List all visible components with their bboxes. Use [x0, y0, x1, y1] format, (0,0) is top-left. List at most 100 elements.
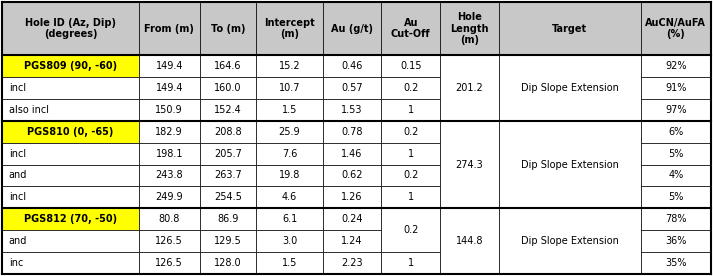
Bar: [2, 208, 139, 230]
Bar: [139, 143, 200, 164]
Bar: [200, 230, 256, 252]
Bar: [499, 2, 640, 55]
Text: 10.7: 10.7: [279, 83, 300, 93]
Text: 6%: 6%: [668, 127, 684, 137]
Text: 1.26: 1.26: [342, 192, 363, 202]
Text: 6.1: 6.1: [282, 214, 297, 224]
Text: incl: incl: [9, 83, 26, 93]
Bar: [440, 208, 499, 274]
Bar: [323, 121, 381, 143]
Text: 4%: 4%: [668, 171, 684, 181]
Text: 160.0: 160.0: [214, 83, 242, 93]
Bar: [323, 55, 381, 77]
Bar: [200, 252, 256, 274]
Text: 164.6: 164.6: [214, 61, 242, 71]
Bar: [381, 55, 440, 77]
Bar: [323, 164, 381, 186]
Bar: [640, 2, 711, 55]
Text: Dip Slope Extension: Dip Slope Extension: [520, 236, 619, 246]
Bar: [256, 55, 323, 77]
Text: 1: 1: [408, 192, 414, 202]
Bar: [2, 121, 139, 143]
Text: 86.9: 86.9: [217, 214, 239, 224]
Text: 0.15: 0.15: [400, 61, 421, 71]
Text: 0.24: 0.24: [342, 214, 363, 224]
Text: 15.2: 15.2: [279, 61, 300, 71]
Text: 243.8: 243.8: [155, 171, 183, 181]
Text: 1: 1: [408, 105, 414, 115]
Text: 2.23: 2.23: [342, 258, 363, 268]
Bar: [200, 208, 256, 230]
Bar: [440, 2, 499, 55]
Bar: [381, 186, 440, 208]
Bar: [640, 208, 711, 230]
Text: 0.46: 0.46: [342, 61, 363, 71]
Text: incl: incl: [9, 148, 26, 159]
Text: 152.4: 152.4: [214, 105, 242, 115]
Bar: [323, 186, 381, 208]
Text: 92%: 92%: [665, 61, 687, 71]
Text: 1.46: 1.46: [342, 148, 363, 159]
Bar: [256, 252, 323, 274]
Bar: [200, 99, 256, 121]
Bar: [200, 121, 256, 143]
Bar: [381, 99, 440, 121]
Bar: [139, 164, 200, 186]
Bar: [256, 164, 323, 186]
Bar: [256, 77, 323, 99]
Bar: [640, 252, 711, 274]
Bar: [381, 121, 440, 143]
Bar: [256, 121, 323, 143]
Bar: [2, 186, 139, 208]
Text: 0.62: 0.62: [342, 171, 363, 181]
Text: 208.8: 208.8: [214, 127, 242, 137]
Text: and: and: [9, 171, 27, 181]
Bar: [381, 2, 440, 55]
Text: 150.9: 150.9: [155, 105, 183, 115]
Text: Dip Slope Extension: Dip Slope Extension: [520, 83, 619, 93]
Text: 7.6: 7.6: [282, 148, 297, 159]
Text: 1.5: 1.5: [282, 105, 297, 115]
Text: Hole ID (Az, Dip)
(degrees): Hole ID (Az, Dip) (degrees): [25, 18, 116, 39]
Text: 126.5: 126.5: [155, 258, 183, 268]
Bar: [2, 252, 139, 274]
Text: 1.5: 1.5: [282, 258, 297, 268]
Text: and: and: [9, 236, 27, 246]
Bar: [256, 230, 323, 252]
Text: 128.0: 128.0: [214, 258, 242, 268]
Bar: [499, 121, 640, 208]
Bar: [499, 55, 640, 121]
Bar: [200, 2, 256, 55]
Text: 35%: 35%: [665, 258, 687, 268]
Text: 0.2: 0.2: [403, 127, 419, 137]
Bar: [640, 230, 711, 252]
Bar: [640, 99, 711, 121]
Bar: [381, 208, 440, 252]
Text: 0.2: 0.2: [403, 83, 419, 93]
Bar: [2, 77, 139, 99]
Text: incl: incl: [9, 192, 26, 202]
Bar: [200, 143, 256, 164]
Text: 0.78: 0.78: [342, 127, 363, 137]
Text: 3.0: 3.0: [282, 236, 297, 246]
Text: PGS810 (0, -65): PGS810 (0, -65): [27, 127, 113, 137]
Bar: [440, 55, 499, 121]
Bar: [139, 186, 200, 208]
Bar: [323, 252, 381, 274]
Text: Au (g/t): Au (g/t): [331, 23, 373, 33]
Text: Hole
Length
(m): Hole Length (m): [450, 12, 488, 45]
Text: 129.5: 129.5: [214, 236, 242, 246]
Bar: [2, 164, 139, 186]
Bar: [2, 99, 139, 121]
Text: To (m): To (m): [210, 23, 245, 33]
Text: PGS809 (90, -60): PGS809 (90, -60): [24, 61, 117, 71]
Bar: [139, 2, 200, 55]
Text: 78%: 78%: [665, 214, 687, 224]
Bar: [2, 55, 139, 77]
Bar: [256, 186, 323, 208]
Bar: [323, 2, 381, 55]
Bar: [139, 55, 200, 77]
Text: 144.8: 144.8: [456, 236, 483, 246]
Bar: [381, 252, 440, 274]
Bar: [200, 164, 256, 186]
